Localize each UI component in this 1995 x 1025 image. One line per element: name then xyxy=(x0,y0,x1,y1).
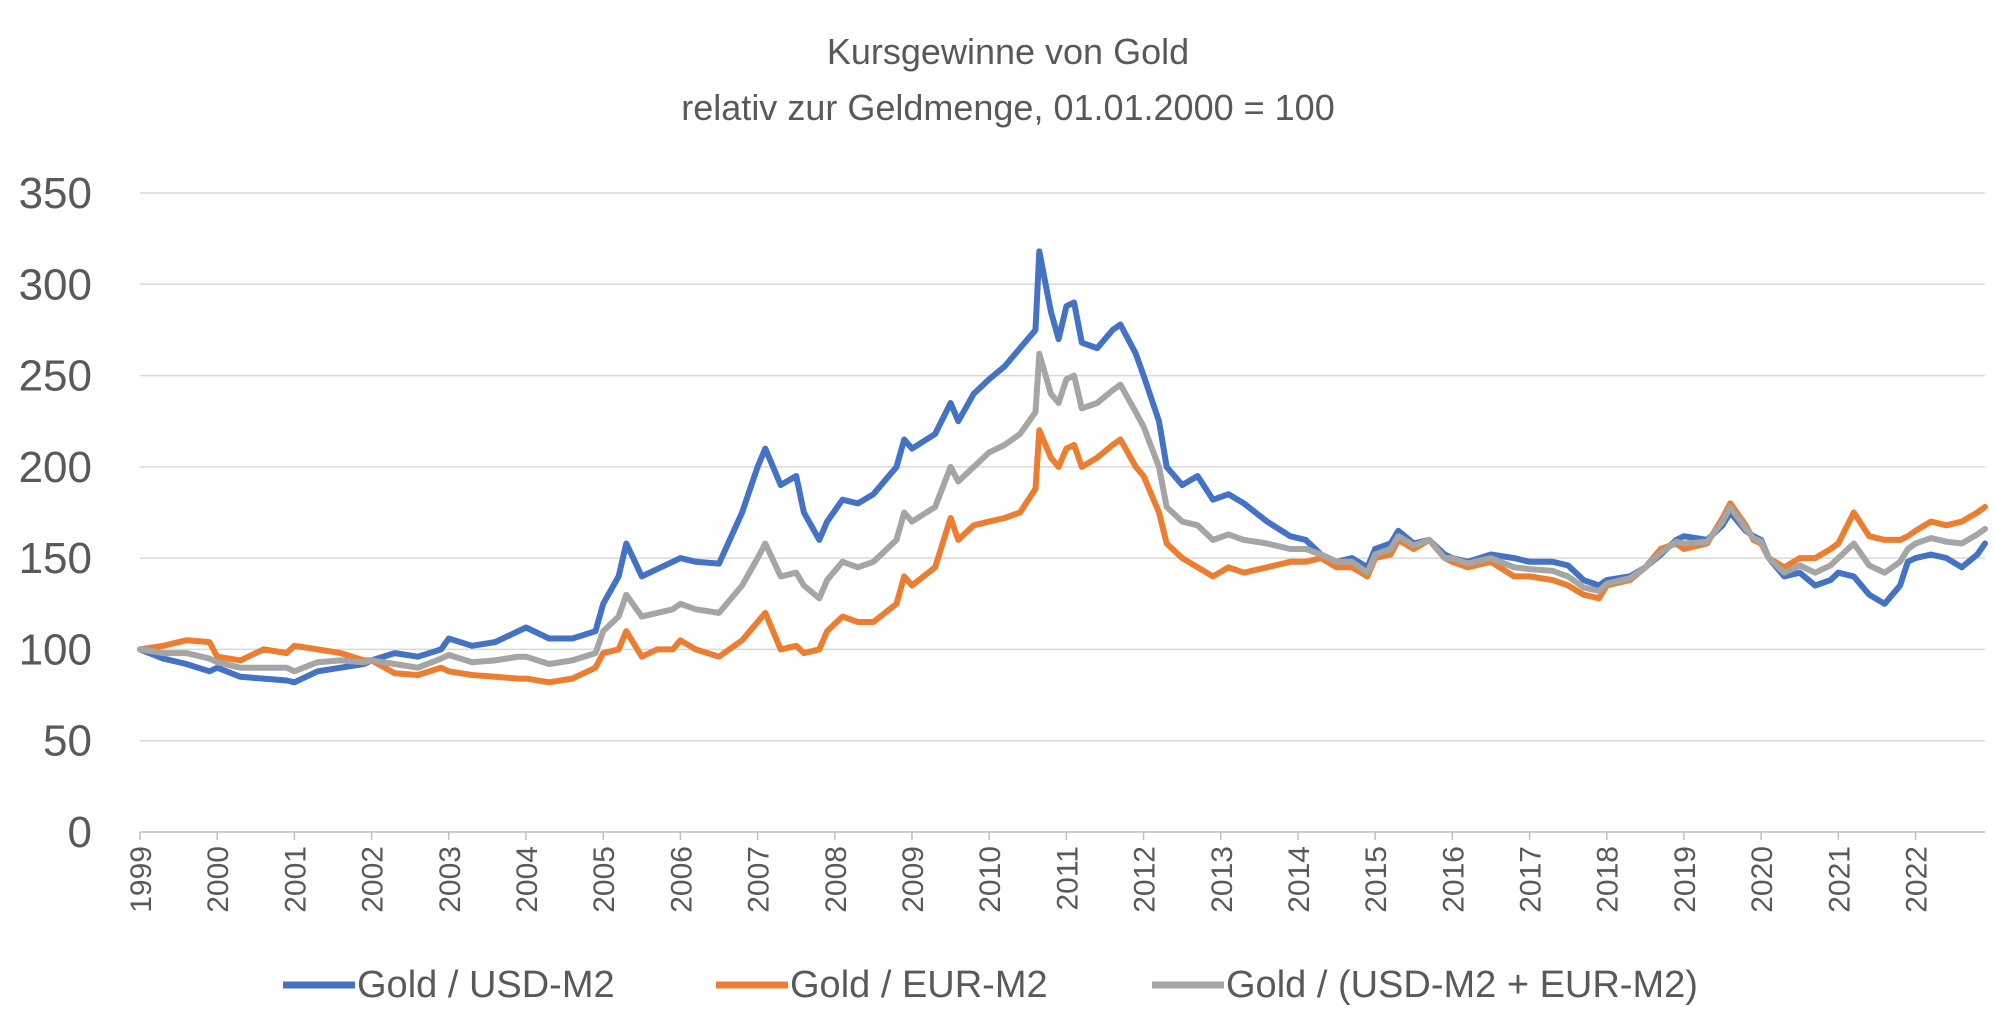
x-axis: 1999 2000 2001 2002 2003 2004 2005 2006 2007 2008… xyxy=(125,831,1985,913)
x-tick-label: 2004 xyxy=(511,846,544,913)
x-tick-label: 2010 xyxy=(974,846,1007,913)
x-tick-label: 2007 xyxy=(743,846,776,913)
chart-subtitle: relativ zur Geldmenge, 01.01.2000 = 100 xyxy=(681,87,1334,128)
x-tick-label: 2005 xyxy=(588,846,621,913)
x-tick-label: 2009 xyxy=(897,846,930,913)
y-tick-label: 100 xyxy=(19,625,92,674)
x-tick-label: 2006 xyxy=(665,846,698,913)
y-tick-label: 150 xyxy=(19,534,92,583)
x-tick-label: 2012 xyxy=(1129,846,1162,913)
series-line-3 xyxy=(137,350,1988,675)
series-line-2 xyxy=(137,427,1988,686)
x-tick-label: 1999 xyxy=(125,846,158,913)
legend-label: Gold / EUR-M2 xyxy=(790,964,1048,1006)
x-tick-label: 2000 xyxy=(202,846,235,913)
x-tick-label: 2001 xyxy=(279,846,312,913)
legend: Gold / USD-M2 Gold / EUR-M2 Gold / (USD-M2… xyxy=(283,964,1698,1006)
x-tick-label: 2011 xyxy=(1051,846,1084,911)
x-tick-label: 2008 xyxy=(820,846,853,913)
x-tick-label: 2014 xyxy=(1283,846,1316,913)
x-tick-label: 2017 xyxy=(1515,846,1548,913)
y-tick-label: 300 xyxy=(19,260,92,309)
x-tick-label: 2022 xyxy=(1901,846,1934,913)
y-tick-label: 350 xyxy=(19,169,92,218)
legend-label: Gold / USD-M2 xyxy=(357,964,615,1006)
x-tick-label: 2019 xyxy=(1669,846,1702,913)
y-axis: 0 50 100 150 200 250 300 350 xyxy=(19,169,92,857)
x-tick-label: 2002 xyxy=(357,846,390,913)
y-tick-label: 200 xyxy=(19,443,92,492)
x-tick-label: 2003 xyxy=(434,846,467,913)
y-tick-label: 0 xyxy=(68,808,92,857)
x-tick-label: 2021 xyxy=(1823,846,1856,913)
chart-title: Kursgewinne von Gold xyxy=(827,31,1189,72)
series-lines xyxy=(137,248,1988,686)
y-tick-label: 50 xyxy=(43,717,92,766)
y-tick-label: 250 xyxy=(19,352,92,401)
x-tick-label: 2015 xyxy=(1360,846,1393,913)
x-tick-label: 2013 xyxy=(1206,846,1239,913)
x-tick-label: 2020 xyxy=(1746,846,1779,913)
x-tick-label: 2016 xyxy=(1437,846,1470,913)
gridlines xyxy=(140,192,1985,742)
x-tick-label: 2018 xyxy=(1592,846,1625,913)
legend-label: Gold / (USD-M2 + EUR-M2) xyxy=(1226,964,1698,1006)
